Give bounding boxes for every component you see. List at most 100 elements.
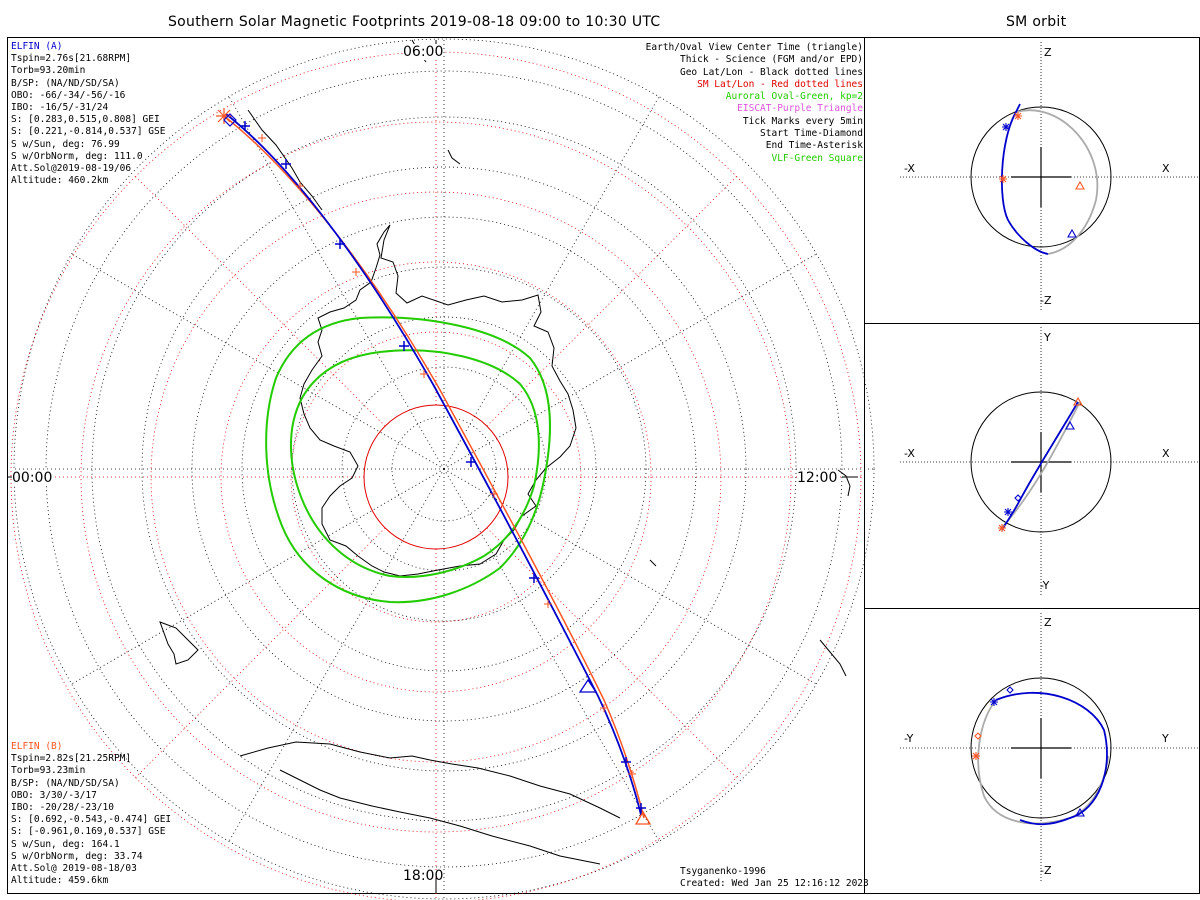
orbit-panel-3 (900, 613, 1198, 883)
orbit-path-blue (1001, 103, 1049, 255)
track-ticks (216, 108, 652, 825)
orbit-marker (1073, 396, 1083, 406)
geo-lon-line (443, 96, 660, 470)
tick-elfin-b (258, 134, 266, 142)
orbit-title: SM orbit (1006, 14, 1067, 30)
legend-item: Auroral Oval-Green, kp=2 (725, 91, 863, 103)
orbit-marker (974, 732, 982, 740)
tick-elfin-b (296, 182, 304, 190)
geo-lat-circle (13, 38, 875, 900)
sm-lat-circle (220, 261, 652, 693)
view-center-triangle-a (578, 678, 598, 693)
orbit-panel-3-label-right: Y (1162, 732, 1169, 745)
sat-a-info-line: Tspin=2.76s[21.68RPM] (11, 53, 132, 65)
sat-b-info-line: B/SP: (NA/ND/SD/SA) (11, 777, 120, 789)
sm-lon-line (486, 527, 737, 778)
sat-b-info-line: OBO: 3/30/-3/17 (11, 789, 97, 801)
orbit-panel-2-label-left: -X (904, 447, 915, 460)
tick-elfin-a (281, 159, 291, 169)
sat-a-info-line: S w/Sun, deg: 76.99 (11, 138, 120, 150)
geo-lat-circle (241, 266, 647, 672)
tick-elfin-a (529, 573, 539, 583)
elfin-a-name: ELFIN (A) (11, 41, 63, 52)
orbit-marker (972, 752, 980, 760)
legend-item: Geo Lat/Lon - Black dotted lines (679, 66, 863, 78)
tick-elfin-b (420, 370, 428, 378)
geo-lon-line (71, 253, 445, 470)
sm-grid (8, 40, 862, 900)
tick-elfin-b (600, 704, 608, 712)
sat-b-info-line: S: [-0.961,0.169,0.537] GSE (11, 826, 166, 838)
orbit-path-grey (977, 699, 1109, 825)
tick-elfin-b (352, 268, 360, 276)
legend-item: Start Time-Diamond (760, 128, 863, 140)
geo-lon-line (228, 468, 445, 842)
geo-lon-line (443, 253, 817, 470)
sat-b-info-line: Altitude: 459.6km (11, 875, 109, 887)
map-legend: Earth/Oval View Center Time (triangle) Th… (646, 42, 863, 165)
geo-lat-circle (141, 166, 747, 772)
orbit-path-grey (1015, 109, 1099, 255)
orbit-panel-3-label-up: Z (1044, 616, 1052, 629)
auroral-ovals (265, 316, 552, 604)
tick-elfin-a (335, 239, 345, 249)
sat-b-info-line: S w/Sun, deg: 164.1 (11, 838, 120, 850)
tick-elfin-a (399, 341, 409, 351)
legend-item: EISCAT-Purple Triangle (737, 103, 863, 115)
sat-a-info-line: S: [0.221,-0.814,0.537] GSE (11, 126, 166, 138)
sm-lon-line (135, 176, 386, 427)
start-diamond-a (223, 113, 237, 127)
clock-label-top: 06:00 (403, 44, 444, 60)
orbit-marker (1067, 228, 1077, 238)
model-label: Tsyganenko-1996 (680, 866, 766, 877)
end-asterisk-b (216, 108, 232, 124)
track-elfin-a (225, 113, 642, 816)
legend-item: Tick Marks every 5min (742, 115, 863, 127)
orbit-marker (1014, 494, 1022, 502)
footprint-tracks (223, 113, 645, 819)
orbit-panel-1-label-down: -Z (1040, 294, 1052, 307)
sat-a-info-line: OBO: -66/-34/-56/-16 (11, 89, 126, 101)
sm-lat-circle (80, 121, 792, 833)
created-label: Created: Wed Jan 25 12:16:12 2023 (680, 878, 869, 890)
geo-lon-line (443, 468, 660, 842)
clock-label-left: 00:00 (12, 470, 53, 486)
orbit-marker (1065, 420, 1075, 430)
tick-elfin-a (466, 457, 476, 467)
orbit-panel-1-label-right: X (1162, 162, 1170, 175)
sat-a-info-line: Att.Sol@2019-08-19/06 (11, 163, 132, 175)
orbit-marker (1004, 508, 1012, 516)
orbit-marker (1075, 807, 1085, 817)
tick-elfin-a (240, 121, 250, 131)
legend-item: Thick - Science (FGM and/or EPD) (679, 54, 863, 66)
orbit-panel-1-label-up: Z (1044, 46, 1052, 59)
sm-lon-line (135, 527, 386, 778)
orbit-path-grey (999, 401, 1081, 531)
orbit-marker (1014, 112, 1022, 120)
legend-item: VLF-Green Square (771, 152, 863, 164)
sat-b-info-line: Torb=93.23min (11, 765, 86, 777)
legend-item: Earth/Oval View Center Time (triangle) (645, 42, 863, 53)
orbit-marker (1075, 180, 1085, 190)
auroral-oval-outer (265, 316, 552, 604)
geo-lat-circle (45, 70, 843, 868)
orbit-marker (998, 524, 1006, 532)
orbit-panel-3-label-down: -Z (1040, 864, 1052, 877)
sat-a-info-line: IBO: -16/5/-31/24 (11, 102, 109, 114)
orbit-panel-2-label-up: Y (1044, 331, 1051, 344)
tick-elfin-b (490, 490, 498, 498)
auroral-oval-inner (289, 349, 540, 578)
sat-b-info-line: IBO: -20/28/-23/10 (11, 802, 114, 814)
sat-a-info-line: Torb=93.20min (11, 65, 86, 77)
orbit-panels (900, 42, 1198, 883)
orbit-panel-3-label-left: -Y (904, 732, 914, 745)
sm-lon-line (486, 176, 737, 427)
tick-elfin-a (636, 803, 646, 813)
sm-lat-circle (363, 404, 509, 550)
sm-lat-circle (150, 191, 722, 763)
orbit-panel-1-label-left: -X (904, 162, 915, 175)
sat-a-info-line: S: [0.283,0.515,0.808] GEI (11, 114, 160, 126)
orbit-marker (1006, 686, 1014, 694)
orbit-marker (1002, 123, 1010, 131)
